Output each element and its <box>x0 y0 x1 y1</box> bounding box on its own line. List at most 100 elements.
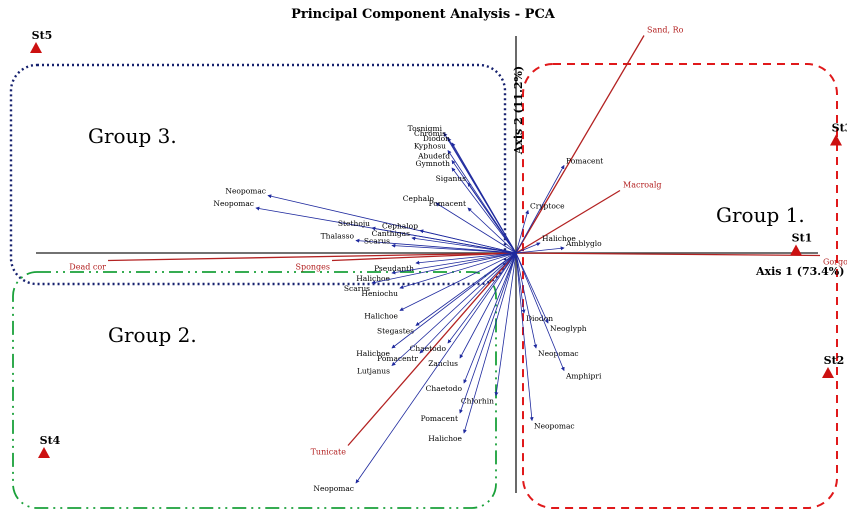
species-vector-label: Heniochu <box>361 289 398 298</box>
env-vector-line <box>515 35 645 254</box>
species-vector-line <box>451 142 517 254</box>
species-vector-label: Abudefd <box>417 152 450 161</box>
species-vector-line <box>467 207 517 254</box>
station-label: St1 <box>792 232 813 245</box>
env-vector-line <box>515 189 621 254</box>
species-vector-line <box>435 202 517 254</box>
species-vector-line <box>451 167 517 254</box>
species-vector-line <box>467 182 517 254</box>
species-vector-line <box>515 242 541 254</box>
env-vector-line <box>107 252 517 262</box>
station-points: St1 St2 St3 St4 St5 <box>30 29 847 458</box>
env-vector-label: Gorgonia <box>823 258 847 267</box>
species-vector-label: Neopomac <box>313 484 354 493</box>
species-vector-label: Chlorhin <box>461 397 494 406</box>
species-vector-line <box>494 252 517 397</box>
species-vector-line <box>515 209 530 254</box>
species-vector-line <box>399 252 517 311</box>
species-vector-line <box>515 164 565 254</box>
species-vector-label: Halichoe <box>356 274 390 283</box>
station-marker <box>38 447 50 458</box>
species-vector-label: Thalasso <box>321 232 355 241</box>
species-vector-line <box>419 252 517 354</box>
species-vector-label: Cephalo <box>403 194 435 203</box>
env-vector-label: Macroalg <box>623 181 662 190</box>
species-vector-label: Neopomac <box>538 349 579 358</box>
environmental-vectors: Sand, Ro Macroalg Gorgonia Dead cor Sponges T… <box>69 26 847 457</box>
species-vector-label: Cryptoce <box>530 202 565 211</box>
station-marker <box>30 42 42 53</box>
species-vector-line <box>515 252 538 349</box>
species-vector-line <box>371 252 517 285</box>
species-vector-line <box>419 229 517 254</box>
species-vector-label: Diodon <box>526 314 553 323</box>
species-vector-line <box>355 238 517 254</box>
species-vector-line <box>463 252 517 434</box>
group-2-label: Group 2. <box>108 323 197 347</box>
species-vector-label: Pomacent <box>421 414 458 423</box>
species-vector-label: Lutjanus <box>357 367 390 376</box>
species-vector-line <box>355 252 517 484</box>
species-vector-line <box>391 252 517 275</box>
species-vector-label: Zanclus <box>428 359 458 368</box>
species-vector-line <box>463 252 517 384</box>
group-1-label: Group 1. <box>716 203 805 227</box>
species-vector-label: Halichoe <box>428 434 462 443</box>
species-vector-line <box>415 252 517 265</box>
group-3-box <box>9 63 507 286</box>
species-vector-line <box>459 252 517 359</box>
species-vector-label: Gymnoth <box>415 159 450 168</box>
station-marker <box>830 134 842 146</box>
species-vector-line <box>515 252 534 422</box>
species-vector-line <box>515 252 549 324</box>
species-vector-line <box>515 252 565 372</box>
species-vector-line <box>391 252 517 349</box>
species-vector-label: Kyphosu <box>414 142 446 151</box>
species-vector-label: Scarus <box>364 237 390 246</box>
group-2-box <box>12 271 497 509</box>
species-vector-line <box>447 252 517 344</box>
species-vector-label: Stegastes <box>377 327 414 336</box>
env-vector-line <box>515 252 821 257</box>
y-axis-label: Axis 2 (11.2%) <box>512 66 525 155</box>
species-vector-label: Pomacentr <box>377 354 418 363</box>
species-vector-label: Halichoe <box>356 349 390 358</box>
species-vector-label: Halichoe <box>542 234 576 243</box>
env-vector-line <box>347 252 517 446</box>
species-vector-label: Neopomac <box>225 187 266 196</box>
species-vector-label: Amphipri <box>565 372 602 381</box>
env-vector-line <box>331 252 517 262</box>
station-marker <box>790 244 802 256</box>
species-vector-label: Neoglyph <box>550 324 587 333</box>
group-3-label: Group 3. <box>88 124 177 148</box>
species-vector-label: Scarus <box>344 284 370 293</box>
x-axis-label: Axis 1 (73.4%) <box>755 265 844 278</box>
chart-title: Principal Component Analysis - PCA <box>291 7 556 22</box>
species-vector-label: Chaetodo <box>410 344 447 353</box>
species-vector-label: Chromis <box>414 129 446 138</box>
species-vector-line <box>459 252 517 414</box>
env-vector-label: Sponges <box>295 263 330 272</box>
species-vector-line <box>371 226 517 254</box>
species-vector-line <box>515 246 565 254</box>
group-1-box <box>522 63 838 509</box>
species-vector-label: Neopomac <box>213 199 254 208</box>
env-vector-label: Sand, Ro <box>647 26 684 35</box>
station-label: St4 <box>40 434 61 447</box>
species-vector-label: Pomacent <box>429 199 466 208</box>
species-vector-line <box>415 252 517 326</box>
species-vector-label: Tosnigmi <box>408 124 443 133</box>
species-vector-line <box>411 236 517 254</box>
station-label: St2 <box>824 354 845 367</box>
species-vector-line <box>391 252 517 366</box>
species-vector-label: Neopomac <box>534 422 575 431</box>
species-vector-label: Diodon <box>423 134 450 143</box>
species-vectors: TosnigmiChromisDiodonKyphosuAbudefdGymno… <box>213 124 603 493</box>
species-vector-label: Siganus <box>436 174 466 183</box>
species-vector-label: Pseudanth <box>374 264 414 273</box>
species-vector-label: Canthigas <box>372 229 411 238</box>
species-vector-label: Stethoju <box>338 219 370 228</box>
species-vector-label: Halichoe <box>364 312 398 321</box>
species-vector-label: Cephalop <box>382 222 418 231</box>
